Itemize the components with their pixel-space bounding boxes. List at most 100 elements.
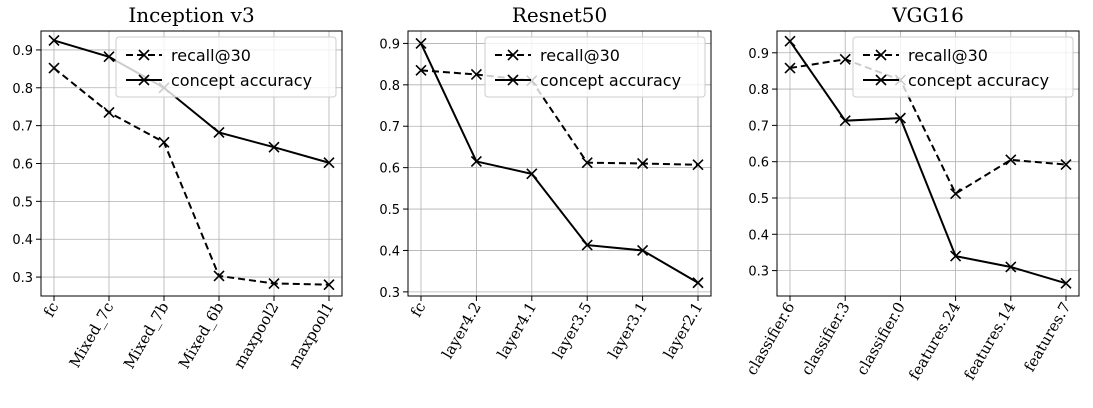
data-point [1060,277,1072,289]
x-tick-label: Mixed_7b [120,299,172,372]
data-point [581,239,593,251]
legend-label-1: concept accuracy [540,71,681,90]
data-point [526,168,538,180]
x-tick-label: layer2.1 [660,299,707,362]
legend-marker-1 [507,74,519,86]
y-tick-label: 0.4 [12,233,33,248]
x-tick-label: layer4.1 [494,299,541,362]
series-line-1 [789,40,1067,285]
x-tick-label: fc [407,299,430,320]
data-point [1060,159,1072,171]
data-point [158,136,170,148]
series-line-0 [789,58,1067,196]
y-tick-label: 0.6 [12,158,33,173]
data-point [323,279,335,291]
data-point [1005,261,1017,273]
chart-title: VGG16 [891,3,964,27]
x-tick-label: maxpool1 [285,299,337,372]
y-tick-label: 0.6 [748,156,769,171]
data-point [103,51,115,63]
data-point [894,112,906,124]
x-tick-label: layer3.5 [549,299,596,362]
legend-marker-1 [875,74,887,86]
y-tick-label: 0.6 [379,162,400,177]
data-point [268,141,280,153]
data-point [784,35,796,47]
x-tick-label: layer3.1 [604,299,651,362]
x-tick-label: Mixed_6b [175,299,227,372]
data-point [415,64,427,76]
data-point [637,157,649,170]
data-point [268,277,280,290]
y-tick-label: 0.7 [748,119,769,134]
y-tick-label: 0.3 [748,265,769,280]
data-point [950,188,962,200]
y-tick-label: 0.8 [379,79,400,94]
series-line-1 [420,42,699,284]
y-tick-label: 0.5 [748,192,769,207]
y-tick-label: 0.3 [379,286,400,301]
legend-marker-0 [875,49,887,61]
data-point [581,157,593,169]
chart-panel-0: Inception v30.30.40.50.60.70.80.9fc Mixed… [12,3,343,372]
legend-label-1: concept accuracy [908,71,1049,90]
x-tick-label: features.24 [905,299,964,383]
data-point [470,68,482,81]
data-point [213,126,225,139]
data-point [784,62,796,74]
legend-marker-1 [138,74,150,86]
y-tick-label: 0.8 [12,82,33,97]
legend-box [852,36,1074,98]
legend-box [115,36,337,98]
data-point [213,270,225,282]
data-point [323,157,335,169]
x-tick-label: maxpool2 [230,299,282,372]
legend-label-0: recall@30 [908,46,988,65]
axes-frame [407,30,712,297]
data-point [103,106,115,118]
data-point [839,115,851,127]
series-line-0 [420,69,699,166]
data-point [1005,154,1017,166]
y-tick-label: 0.3 [12,271,33,286]
chart-title: Inception v3 [128,3,254,27]
y-tick-label: 0.7 [12,120,33,135]
legend-label-0: recall@30 [171,46,251,65]
y-tick-label: 0.5 [12,195,33,210]
x-tick-label: classifier.6 [742,299,798,378]
y-tick-label: 0.4 [379,244,400,259]
data-point [839,53,851,65]
data-point [692,277,704,289]
y-tick-label: 0.4 [748,228,769,243]
x-tick-label: fc [40,299,63,320]
legend-box [484,36,706,98]
series-line-0 [53,67,330,286]
x-tick-label: features.7 [1020,299,1074,375]
axes-frame [776,30,1080,297]
data-point [692,159,704,171]
data-point [415,37,427,49]
series-line-1 [53,39,330,164]
axes-frame [40,30,343,297]
legend-marker-0 [507,49,519,61]
x-tick-label: Mixed_7c [66,299,118,371]
y-tick-label: 0.9 [379,37,400,52]
legend-label-1: concept accuracy [171,71,312,90]
legend-label-0: recall@30 [540,46,620,65]
data-point [470,155,482,167]
x-tick-label: features.14 [960,299,1019,383]
x-tick-label: classifier.0 [853,299,909,378]
data-point [950,250,962,262]
x-tick-label: classifier.3 [798,299,854,378]
data-point [637,244,649,257]
legend-marker-0 [138,49,150,61]
y-tick-label: 0.8 [748,83,769,98]
x-tick-label: layer4.2 [438,299,485,362]
y-tick-label: 0.9 [748,47,769,62]
y-tick-label: 0.7 [379,120,400,135]
y-tick-label: 0.9 [12,44,33,59]
data-point [48,34,60,47]
